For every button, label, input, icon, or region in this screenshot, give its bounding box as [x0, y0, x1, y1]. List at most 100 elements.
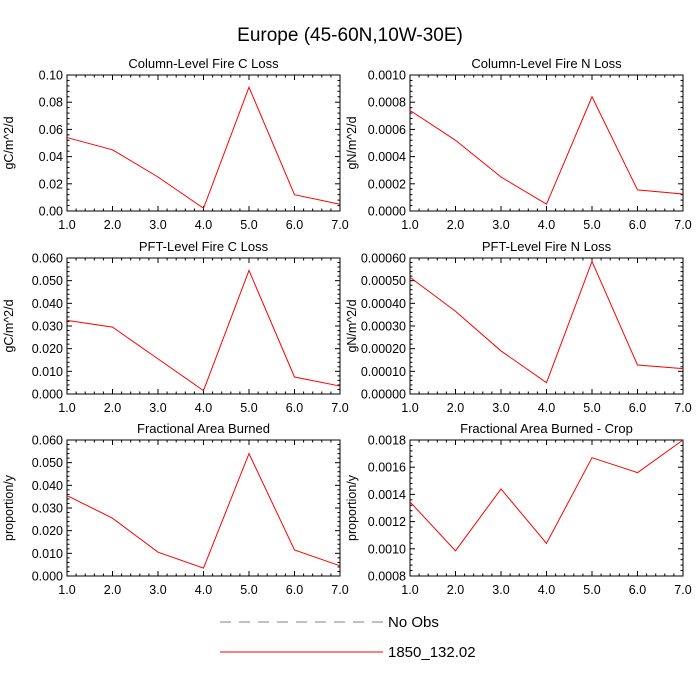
x-tick-label: 4.0 [195, 401, 212, 415]
legend-label-no-obs: No Obs [388, 614, 439, 631]
x-tick-label: 7.0 [674, 218, 691, 232]
x-tick-label: 7.0 [331, 583, 348, 597]
x-tick-label: 4.0 [195, 218, 212, 232]
plot-frame [66, 439, 341, 577]
x-tick-label: 5.0 [583, 583, 600, 597]
y-tick-label: 0.010 [32, 547, 63, 561]
y-tick-label: 0.0000 [368, 205, 406, 219]
panel-title: Fractional Area Burned - Crop [460, 421, 633, 436]
x-tick-label: 6.0 [629, 583, 646, 597]
y-tick-label: 0.040 [32, 479, 63, 493]
y-tick-label: 0.010 [32, 365, 63, 379]
y-tick-label: 0.0008 [368, 96, 406, 110]
y-tick-label: 0.030 [32, 320, 63, 334]
x-tick-label: 7.0 [331, 401, 348, 415]
chart-panel-1: Column-Level Fire C Loss gC/m^2/d 1.0 2.0 3.… [2, 56, 349, 232]
y-axis-label: gC/m^2/d [2, 299, 16, 352]
x-tick-label: 2.0 [104, 401, 121, 415]
y-tick-label: 0.0016 [368, 461, 406, 475]
y-tick-label: 0.04 [39, 150, 63, 164]
x-tick-label: 1.0 [58, 583, 75, 597]
x-tick-label: 2.0 [447, 583, 464, 597]
y-tick-label: 0.000 [32, 570, 63, 584]
y-tick-label: 0.0010 [368, 542, 406, 556]
chart-panel-3: PFT-Level Fire C Loss gC/m^2/d 1.0 2.0 3.0 4.… [2, 239, 349, 415]
y-tick-label: 0.0004 [368, 150, 406, 164]
y-tick-label: 0.050 [32, 456, 63, 470]
panel-title: Fractional Area Burned [137, 421, 270, 436]
y-tick-label: 0.0012 [368, 515, 406, 529]
x-tick-label: 4.0 [195, 583, 212, 597]
x-tick-label: 3.0 [149, 401, 166, 415]
chart-panels: Column-Level Fire C Loss gC/m^2/d 1.0 2.0 3.… [2, 56, 692, 597]
y-tick-label: 0.00010 [361, 365, 406, 379]
x-tick-label: 5.0 [583, 218, 600, 232]
y-tick-label: 0.060 [32, 252, 63, 266]
series-line-1 [66, 269, 341, 392]
y-tick-label: 0.0014 [368, 488, 406, 502]
x-tick-label: 1.0 [58, 218, 75, 232]
y-tick-label: 0.020 [32, 524, 63, 538]
x-tick-label: 5.0 [240, 583, 257, 597]
y-tick-label: 0.08 [39, 96, 63, 110]
y-tick-label: 0.000 [32, 388, 63, 402]
x-tick-label: 5.0 [240, 401, 257, 415]
y-tick-label: 0.00030 [361, 320, 406, 334]
series-line-1 [66, 452, 341, 569]
x-tick-label: 7.0 [674, 401, 691, 415]
y-tick-label: 0.0008 [368, 570, 406, 584]
x-tick-label: 7.0 [674, 583, 691, 597]
x-tick-label: 6.0 [629, 401, 646, 415]
panel-title: PFT-Level Fire N Loss [482, 239, 612, 254]
x-tick-label: 2.0 [104, 218, 121, 232]
chart-panel-6: Fractional Area Burned - Crop proportion/… [345, 421, 692, 597]
x-tick-label: 7.0 [331, 218, 348, 232]
x-tick-label: 1.0 [58, 401, 75, 415]
chart-panel-4: PFT-Level Fire N Loss gN/m^2/d 1.0 2.0 3.0 4.… [345, 239, 692, 415]
series-line-1 [409, 439, 684, 552]
series-line-1 [409, 95, 684, 205]
y-tick-label: 0.00020 [361, 342, 406, 356]
panel-title: Column-Level Fire C Loss [128, 56, 279, 71]
y-axis-label: gN/m^2/d [345, 116, 359, 169]
legend-label-series: 1850_132.02 [388, 644, 476, 661]
x-tick-label: 2.0 [447, 401, 464, 415]
y-axis-label: gN/m^2/d [345, 299, 359, 352]
y-tick-label: 0.06 [39, 123, 63, 137]
y-tick-label: 0.02 [39, 177, 63, 191]
x-tick-label: 6.0 [629, 218, 646, 232]
y-tick-label: 0.050 [32, 274, 63, 288]
plot-frame [66, 74, 341, 212]
y-axis-label: proportion/y [345, 474, 359, 541]
x-tick-label: 1.0 [401, 583, 418, 597]
x-tick-label: 3.0 [149, 583, 166, 597]
y-tick-label: 0.10 [39, 69, 63, 83]
y-axis-label: gC/m^2/d [2, 116, 16, 169]
x-tick-label: 1.0 [401, 401, 418, 415]
plot-frame [409, 257, 684, 395]
y-tick-label: 0.060 [32, 434, 63, 448]
x-tick-label: 1.0 [401, 218, 418, 232]
x-tick-label: 2.0 [104, 583, 121, 597]
x-tick-label: 6.0 [286, 218, 303, 232]
y-tick-label: 0.00 [39, 205, 63, 219]
y-tick-label: 0.00060 [361, 252, 406, 266]
x-tick-label: 5.0 [583, 401, 600, 415]
figure-title: Europe (45-60N,10W-30E) [237, 25, 463, 46]
series-line-1 [66, 85, 341, 210]
y-tick-label: 0.00050 [361, 274, 406, 288]
x-tick-label: 3.0 [149, 218, 166, 232]
series-line-1 [409, 260, 684, 384]
panel-title: PFT-Level Fire C Loss [139, 239, 269, 254]
y-tick-label: 0.0006 [368, 123, 406, 137]
x-tick-label: 4.0 [538, 583, 555, 597]
x-tick-label: 6.0 [286, 583, 303, 597]
y-tick-label: 0.00000 [361, 388, 406, 402]
y-tick-label: 0.0010 [368, 69, 406, 83]
y-tick-label: 0.020 [32, 342, 63, 356]
x-tick-label: 4.0 [538, 218, 555, 232]
y-tick-label: 0.030 [32, 502, 63, 516]
y-tick-label: 0.00040 [361, 297, 406, 311]
x-tick-label: 5.0 [240, 218, 257, 232]
